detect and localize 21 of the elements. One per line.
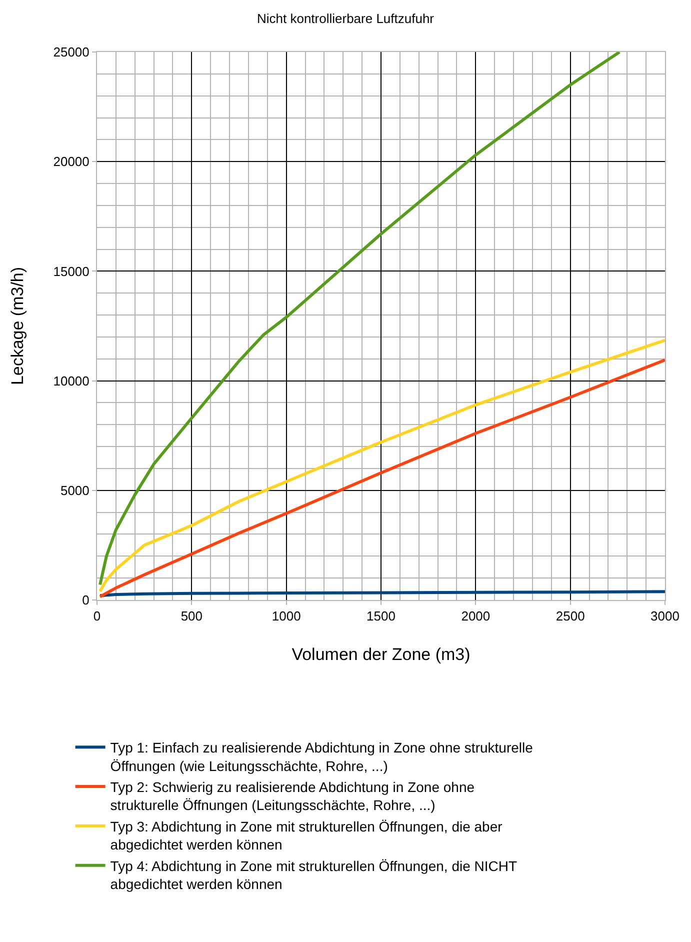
x-tick-label: 1500	[366, 608, 396, 624]
x-tick-label: 500	[180, 608, 203, 624]
line-series	[98, 52, 622, 586]
legend-label: Typ 4: Abdichtung in Zone mit strukturellen Öffnungen, die NICHT abgedichtet werden können	[110, 858, 518, 892]
y-tick-label: 10000	[53, 373, 90, 388]
legend-label: Typ 3: Abdichtung in Zone mit strukturellen Öffnungen, die aber abgedichtet werden können	[110, 818, 503, 853]
x-axis-title: Volumen der Zone (m3)	[292, 645, 470, 664]
y-tick-label: 15000	[53, 264, 90, 279]
y-tick-label: 25000	[53, 44, 90, 60]
x-tick-label: 0	[93, 608, 101, 624]
legend-label: Typ 2: Schwierig zu realisierende Abdichtung in Zone ohne strukturelle Öffnungen (Leitungsschächte, Rohre, ...)	[110, 778, 475, 814]
y-tick-label: 0	[82, 592, 90, 608]
x-tick-label: 2500	[556, 608, 585, 624]
y-tick-label: 5000	[60, 482, 90, 498]
x-tick-label: 2000	[461, 608, 490, 624]
y-axis-title: Leckage (m3/h)	[8, 266, 27, 386]
y-tick-label: 20000	[53, 154, 90, 170]
chart-title: Nicht kontrollierbare Luftzufuhr	[256, 11, 435, 26]
legend-label: Typ 1: Einfach zu realisierende Abdichtung in Zone ohne strukturelle Öffnungen (wie Leitungsschächte, Rohre, ...)	[110, 740, 534, 774]
x-tick-label: 1000	[272, 608, 301, 624]
x-tick-label: 3000	[650, 608, 680, 624]
